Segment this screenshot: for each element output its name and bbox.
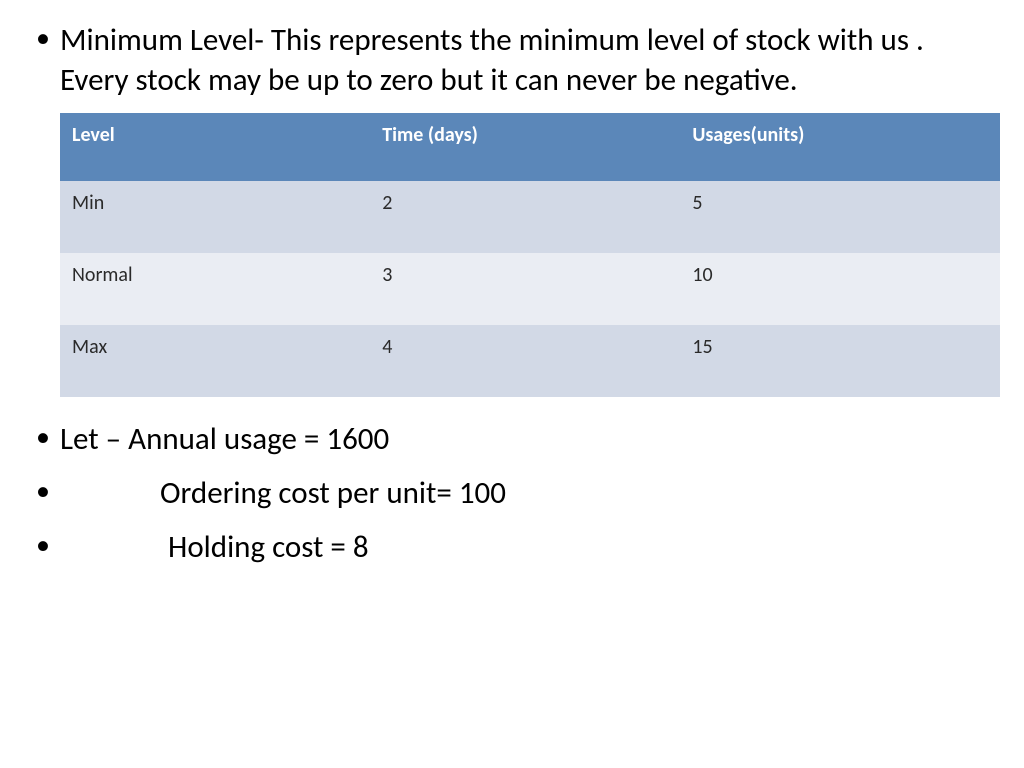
table-row: Max 4 15: [60, 325, 1000, 397]
cell-usage: 5: [680, 181, 1000, 253]
cell-time: 2: [370, 181, 680, 253]
cell-time: 4: [370, 325, 680, 397]
cell-level: Normal: [60, 253, 370, 325]
cell-level: Max: [60, 325, 370, 397]
intro-text: Minimum Level- This represents the minim…: [60, 21, 924, 99]
intro-bullet: Minimum Level- This represents the minim…: [30, 20, 994, 101]
fact-bullet-3: Holding cost = 8: [30, 527, 994, 567]
cell-usage: 10: [680, 253, 1000, 325]
table-header-row: Level Time (days) Usages(units): [60, 113, 1000, 181]
table-row: Normal 3 10: [60, 253, 1000, 325]
cell-level: Min: [60, 181, 370, 253]
fact-text-1: Let – Annual usage = 1600: [60, 420, 389, 458]
stock-levels-table: Level Time (days) Usages(units) Min 2 5 …: [60, 113, 1000, 397]
intro-list: Minimum Level- This represents the minim…: [30, 20, 994, 101]
fact-bullet-1: Let – Annual usage = 1600: [30, 419, 994, 459]
fact-text-2: Ordering cost per unit= 100: [60, 473, 506, 513]
col-header-level: Level: [60, 113, 370, 181]
fact-text-3: Holding cost = 8: [60, 527, 369, 567]
col-header-time: Time (days): [370, 113, 680, 181]
table-row: Min 2 5: [60, 181, 1000, 253]
cell-usage: 15: [680, 325, 1000, 397]
fact-bullet-2: Ordering cost per unit= 100: [30, 473, 994, 513]
facts-list: Let – Annual usage = 1600 Ordering cost …: [30, 419, 994, 568]
col-header-usage: Usages(units): [680, 113, 1000, 181]
cell-time: 3: [370, 253, 680, 325]
